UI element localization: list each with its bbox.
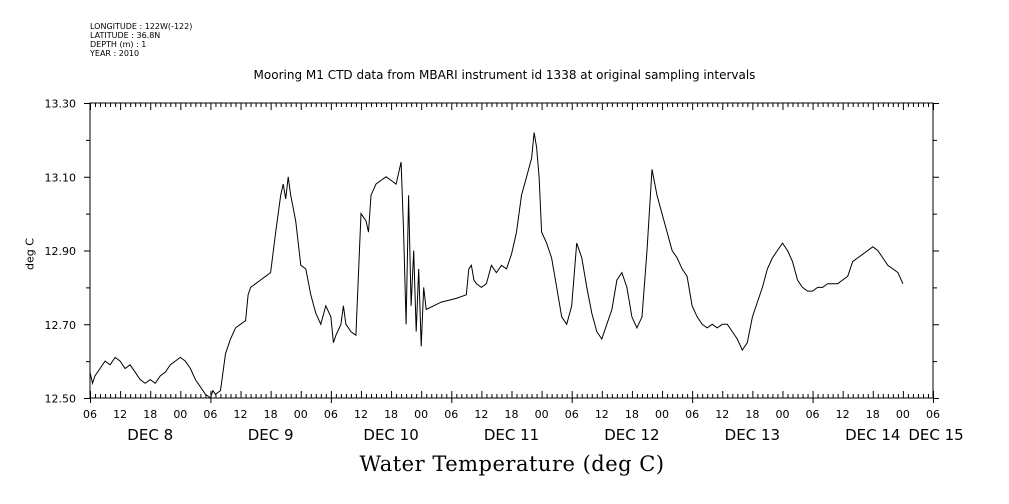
x-tick-label: 00 (294, 408, 308, 421)
temperature-series-line (89, 132, 904, 399)
day-label: DEC 12 (604, 426, 659, 444)
x-tick-label: 00 (173, 408, 187, 421)
x-tick-label: 06 (324, 408, 338, 421)
x-tick-label: 18 (866, 408, 880, 421)
x-tick-label: 12 (234, 408, 248, 421)
latitude-text: LATITUDE : 36.8N (90, 31, 161, 40)
y-tick-label: 12.90 (45, 245, 77, 258)
x-tick-label: 12 (113, 408, 127, 421)
x-tick-label: 00 (655, 408, 669, 421)
y-tick-label: 12.50 (45, 393, 77, 406)
day-label: DEC 10 (363, 426, 418, 444)
depth-text: DEPTH (m) : 1 (90, 40, 147, 49)
x-axis-title: Water Temperature (deg C) (359, 452, 665, 476)
day-label: DEC 9 (248, 426, 294, 444)
chart-title: Mooring M1 CTD data from MBARI instrumen… (253, 68, 756, 82)
x-tick-label: 06 (806, 408, 820, 421)
x-tick-label: 18 (143, 408, 157, 421)
day-label: DEC 11 (484, 426, 539, 444)
x-tick-label: 06 (83, 408, 97, 421)
day-label: DEC 13 (725, 426, 780, 444)
x-tick-label: 12 (354, 408, 368, 421)
y-tick-label: 12.70 (45, 319, 77, 332)
longitude-text: LONGITUDE : 122W(-122) (90, 22, 193, 31)
x-tick-label: 06 (926, 408, 940, 421)
x-tick-label: 12 (715, 408, 729, 421)
x-tick-label: 00 (535, 408, 549, 421)
x-tick-label: 00 (896, 408, 910, 421)
x-tick-label: 06 (565, 408, 579, 421)
day-label: DEC 15 (908, 426, 963, 444)
x-tick-label: 12 (595, 408, 609, 421)
year-text: YEAR : 2010 (90, 49, 140, 58)
x-tick-label: 18 (264, 408, 278, 421)
day-label: DEC 14 (845, 426, 900, 444)
x-tick-label: 00 (414, 408, 428, 421)
y-axis-label: deg C (23, 238, 37, 270)
x-tick-label: 06 (444, 408, 458, 421)
x-tick-label: 12 (474, 408, 488, 421)
day-label: DEC 8 (127, 426, 173, 444)
x-tick-label: 18 (505, 408, 519, 421)
x-tick-label: 18 (625, 408, 639, 421)
y-tick-label: 13.10 (45, 171, 77, 184)
x-tick-label: 12 (836, 408, 850, 421)
x-tick-label: 06 (685, 408, 699, 421)
x-tick-label: 00 (775, 408, 789, 421)
y-tick-label: 13.30 (45, 98, 77, 111)
metadata-block: LONGITUDE : 122W(-122) LATITUDE : 36.8N … (90, 22, 192, 58)
x-tick-label: 18 (745, 408, 759, 421)
plot-frame (89, 102, 934, 399)
x-tick-label: 06 (203, 408, 217, 421)
x-tick-label: 18 (384, 408, 398, 421)
